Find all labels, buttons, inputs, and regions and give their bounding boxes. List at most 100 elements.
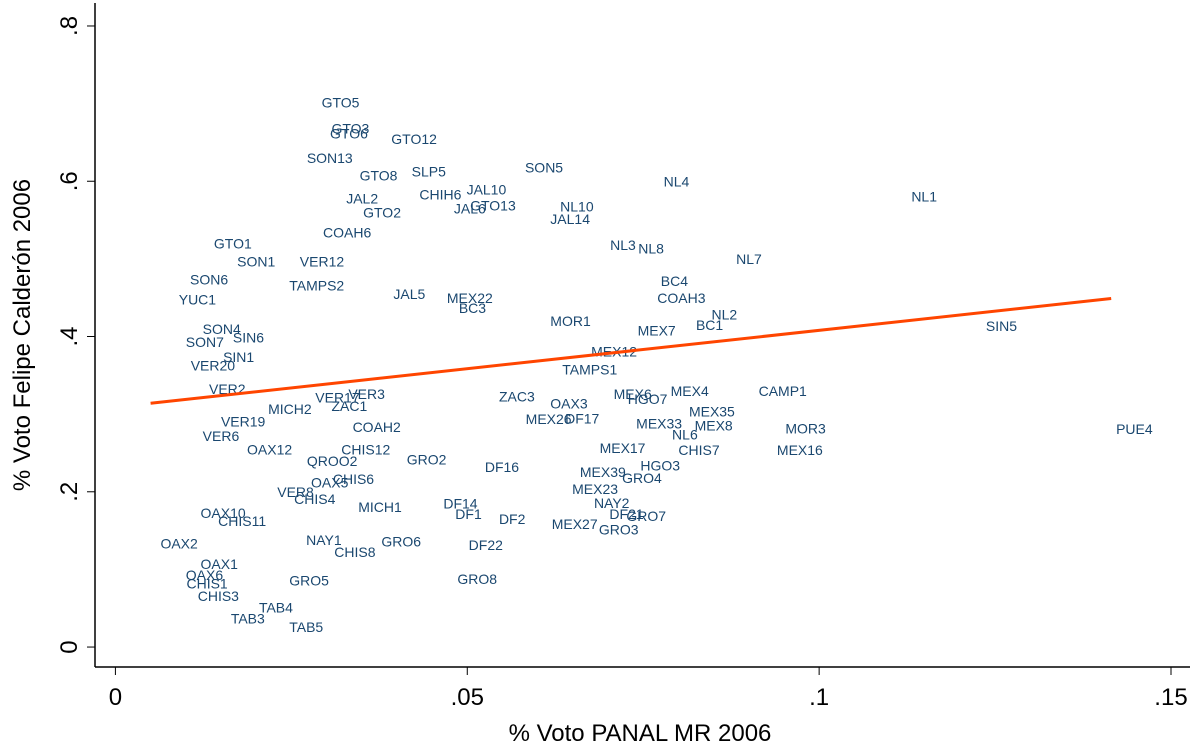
point-label: NL4 — [664, 174, 690, 190]
point-label: SON1 — [237, 253, 275, 269]
point-label: GRO6 — [381, 534, 421, 550]
point-label: GTO2 — [363, 205, 401, 221]
point-label: GRO4 — [622, 470, 662, 486]
point-label: DF16 — [485, 459, 519, 475]
point-label: TAMPS1 — [562, 361, 617, 377]
point-label: JAL14 — [550, 211, 590, 227]
point-label: YUC1 — [179, 292, 217, 308]
point-label: GTO6 — [330, 125, 368, 141]
point-label: CHIS4 — [294, 491, 335, 507]
point-label: DF17 — [565, 410, 599, 426]
point-label: DF14 — [443, 496, 477, 512]
point-label: SLP5 — [412, 163, 446, 179]
point-label: MEX16 — [777, 442, 823, 458]
point-label: SON4 — [203, 321, 241, 337]
y-tick-label: .2 — [56, 482, 83, 502]
x-tick-label: 0 — [109, 684, 122, 711]
point-label: VER6 — [203, 428, 240, 444]
point-label: OAX1 — [201, 556, 239, 572]
point-label: TAB5 — [289, 619, 323, 635]
point-label: OAX5 — [311, 475, 349, 491]
point-label: SON13 — [307, 150, 353, 166]
point-label: OAX6 — [186, 567, 224, 583]
point-label: PUE4 — [1116, 421, 1153, 437]
point-label: GRO7 — [626, 508, 666, 524]
point-label: MEX8 — [695, 417, 733, 433]
y-tick-label: 0 — [56, 640, 83, 653]
point-label: TAB3 — [231, 611, 265, 627]
point-label: SON5 — [525, 160, 563, 176]
y-axis-label: % Voto Felipe Calderón 2006 — [9, 179, 36, 491]
point-label: CHIH6 — [419, 187, 461, 203]
point-label: TAMPS2 — [289, 278, 344, 294]
point-label: DF21 — [609, 506, 643, 522]
point-label: GTO8 — [360, 167, 398, 183]
point-label: CHIS12 — [341, 441, 390, 457]
point-label: JAL6 — [454, 201, 486, 217]
point-label: MICH2 — [268, 401, 312, 417]
point-label: MEX4 — [671, 383, 709, 399]
point-label: CAMP1 — [759, 383, 807, 399]
point-label: MEX26 — [526, 411, 572, 427]
point-label: MEX7 — [638, 323, 676, 339]
point-label: MOR1 — [550, 313, 591, 329]
point-label: QROO2 — [307, 453, 358, 469]
point-label: NL8 — [638, 240, 664, 256]
point-label: VER12 — [300, 253, 345, 269]
point-label: MICH1 — [358, 499, 402, 515]
point-label: MOR3 — [785, 420, 826, 436]
y-tick-label: .6 — [56, 171, 83, 191]
point-label: VER20 — [191, 357, 236, 373]
point-label: OAX2 — [160, 535, 198, 551]
point-label: ZAC3 — [499, 389, 535, 405]
point-label: MEX6 — [614, 386, 652, 402]
point-label: GTO1 — [214, 236, 252, 252]
point-label: CHIS1 — [186, 576, 227, 592]
point-label: GRO3 — [599, 521, 639, 537]
point-label: JAL5 — [393, 286, 425, 302]
point-label: CHIS6 — [333, 471, 374, 487]
y-tick-label: .4 — [56, 327, 83, 347]
point-label: GRO8 — [457, 571, 497, 587]
point-label: GTO3 — [331, 121, 369, 137]
point-label: SIN1 — [223, 349, 254, 365]
point-label: BC3 — [459, 300, 486, 316]
point-label: CHIS3 — [198, 588, 239, 604]
point-label: COAH3 — [657, 290, 705, 306]
point-label: COAH2 — [353, 419, 401, 435]
point-label: MEX17 — [600, 440, 646, 456]
x-tick-label: .1 — [809, 684, 829, 711]
y-tick-label: .8 — [56, 16, 83, 36]
point-label: NAY2 — [594, 495, 630, 511]
point-label: NAY1 — [306, 532, 342, 548]
point-label: OAX10 — [201, 505, 246, 521]
point-label: NL1 — [911, 188, 937, 204]
point-label: CHIS8 — [334, 544, 375, 560]
point-label: HGO7 — [628, 391, 668, 407]
point-label: SON7 — [186, 334, 224, 350]
x-tick-label: .15 — [1154, 684, 1187, 711]
point-label: DF2 — [499, 511, 526, 527]
point-label: OAX3 — [550, 396, 588, 412]
point-label: DF22 — [469, 537, 503, 553]
point-label: NL3 — [610, 237, 636, 253]
point-label: NL7 — [736, 251, 762, 267]
point-label: MEX39 — [580, 464, 626, 480]
point-label: JAL2 — [346, 191, 378, 207]
point-label: NL2 — [711, 306, 737, 322]
point-label: OAX12 — [247, 441, 292, 457]
point-label: BC1 — [696, 317, 723, 333]
point-label: CHIS11 — [218, 513, 266, 529]
point-label: TAB4 — [259, 600, 293, 616]
point-label: GTO12 — [391, 131, 437, 147]
point-label: COAH6 — [323, 225, 371, 241]
point-label: MEX33 — [636, 416, 682, 432]
x-axis-label: % Voto PANAL MR 2006 — [509, 720, 772, 747]
point-label: GRO2 — [407, 451, 447, 467]
point-label: CHIS7 — [678, 442, 719, 458]
point-label: MEX22 — [447, 290, 493, 306]
point-label: SIN5 — [986, 318, 1017, 334]
point-label: VER17 — [315, 389, 360, 405]
point-label: SIN6 — [233, 330, 264, 346]
